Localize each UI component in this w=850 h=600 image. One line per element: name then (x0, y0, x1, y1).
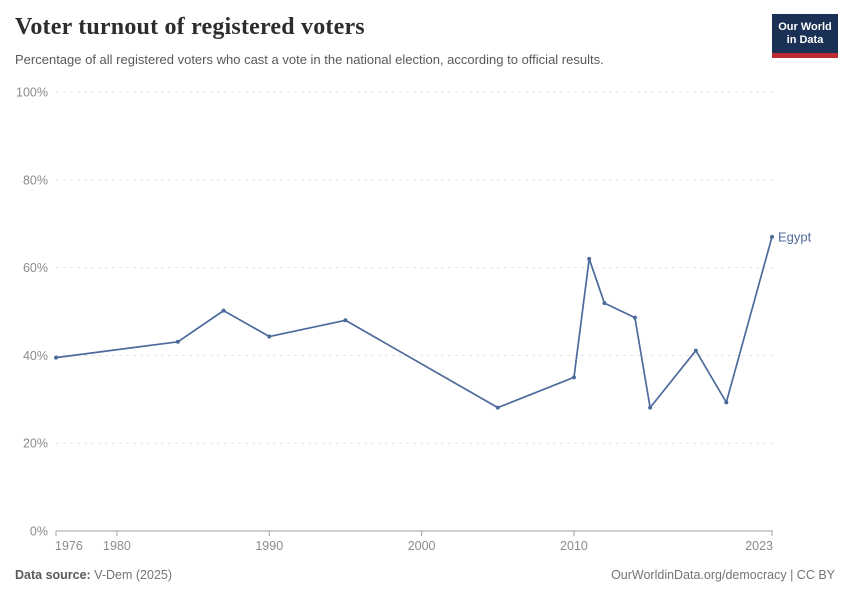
data-point[interactable] (495, 405, 500, 410)
page-title: Voter turnout of registered voters (15, 14, 365, 40)
data-point[interactable] (587, 256, 592, 261)
y-tick-label: 20% (23, 437, 48, 451)
data-point[interactable] (648, 405, 653, 410)
data-point[interactable] (571, 375, 576, 380)
x-tick-label: 1976 (55, 539, 83, 553)
chart-subtitle: Percentage of all registered voters who … (15, 52, 604, 67)
y-tick-label: 100% (16, 86, 48, 100)
egypt-line[interactable] (55, 236, 773, 409)
x-tick-label: 1980 (103, 539, 131, 553)
y-tick-label: 0% (30, 525, 48, 539)
x-tick-label: 2000 (408, 539, 436, 553)
data-point[interactable] (602, 301, 607, 306)
y-tick-label: 60% (23, 261, 48, 275)
data-point[interactable] (343, 318, 348, 323)
owid-logo-line1: Our World (778, 20, 832, 33)
owid-logo[interactable]: Our World in Data (772, 14, 838, 58)
data-point[interactable] (175, 339, 180, 344)
x-tick-label: 1990 (255, 539, 283, 553)
data-point[interactable] (632, 315, 637, 320)
x-tick-label: 2023 (745, 539, 773, 553)
y-tick-label: 80% (23, 173, 48, 187)
x-tick-label: 2010 (560, 539, 588, 553)
series-label[interactable]: Egypt (778, 229, 812, 244)
data-source-label: Data source: (15, 568, 91, 582)
attribution-link[interactable]: OurWorldinData.org/democracy | CC BY (611, 568, 835, 582)
data-source-value: V-Dem (2025) (90, 568, 173, 582)
y-tick-label: 40% (23, 349, 48, 363)
data-point[interactable] (770, 234, 774, 239)
data-point[interactable] (267, 334, 272, 339)
data-point[interactable] (221, 308, 226, 313)
data-point[interactable] (724, 400, 729, 405)
data-point[interactable] (693, 348, 698, 353)
owid-logo-line2: in Data (786, 33, 824, 46)
chart-footer: Data source: V-Dem (2025) OurWorldinData… (15, 568, 835, 582)
data-point[interactable] (54, 355, 58, 360)
data-source: Data source: V-Dem (2025) (15, 568, 172, 582)
